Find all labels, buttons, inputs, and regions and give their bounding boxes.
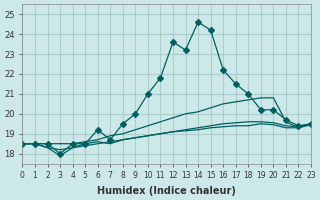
X-axis label: Humidex (Indice chaleur): Humidex (Indice chaleur): [97, 186, 236, 196]
